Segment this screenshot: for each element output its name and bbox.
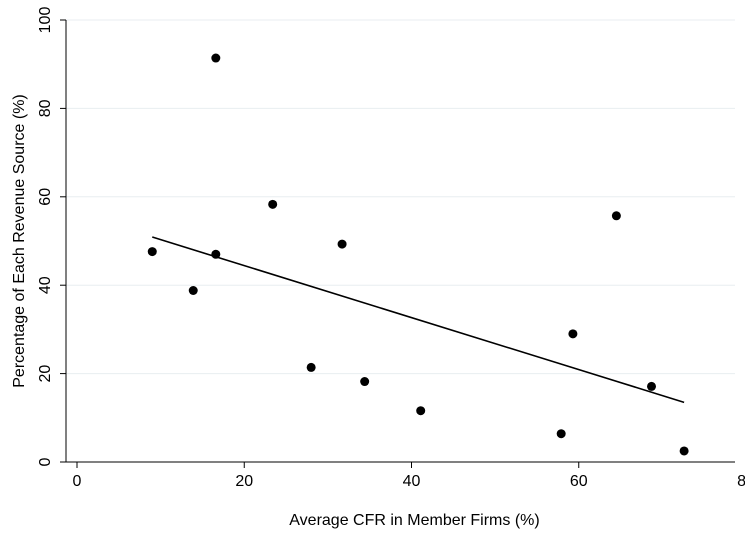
y-axis-label: Percentage of Each Revenue Source (%) (11, 94, 28, 388)
gridlines (66, 19, 735, 375)
y-tick-label: 40 (37, 276, 54, 294)
x-axis-label: Average CFR in Member Firms (%) (289, 512, 539, 529)
y-tick-label: 0 (37, 457, 54, 466)
data-point (188, 286, 198, 296)
data-point (268, 199, 278, 209)
x-tick-label: 40 (403, 473, 421, 490)
x-tick-label: 60 (570, 473, 588, 490)
fit-line (152, 236, 685, 404)
data-point (611, 211, 621, 221)
data-point (306, 362, 316, 372)
x-tick-label: 20 (235, 473, 253, 490)
data-point (147, 247, 157, 257)
data-point (568, 329, 578, 339)
data-point (211, 249, 221, 259)
x-tick-label: 0 (73, 473, 82, 490)
data-point (337, 239, 347, 249)
y-tick-label: 80 (37, 99, 54, 117)
data-point (556, 429, 566, 439)
y-axis-ticks: 0 20 40 60 80 100 (37, 7, 66, 466)
data-point (360, 377, 370, 387)
axes (65, 20, 735, 463)
x-tick-label: 80 (737, 473, 745, 490)
y-tick-label: 20 (37, 365, 54, 383)
data-point (679, 446, 689, 456)
y-tick-label: 60 (37, 188, 54, 206)
data-point (211, 53, 221, 63)
data-points (147, 53, 689, 456)
x-axis-ticks: 0 20 40 60 80 (73, 462, 745, 490)
fit-line-group (152, 236, 685, 404)
data-point (416, 406, 426, 416)
data-point (647, 381, 657, 391)
y-tick-label: 100 (37, 7, 54, 34)
